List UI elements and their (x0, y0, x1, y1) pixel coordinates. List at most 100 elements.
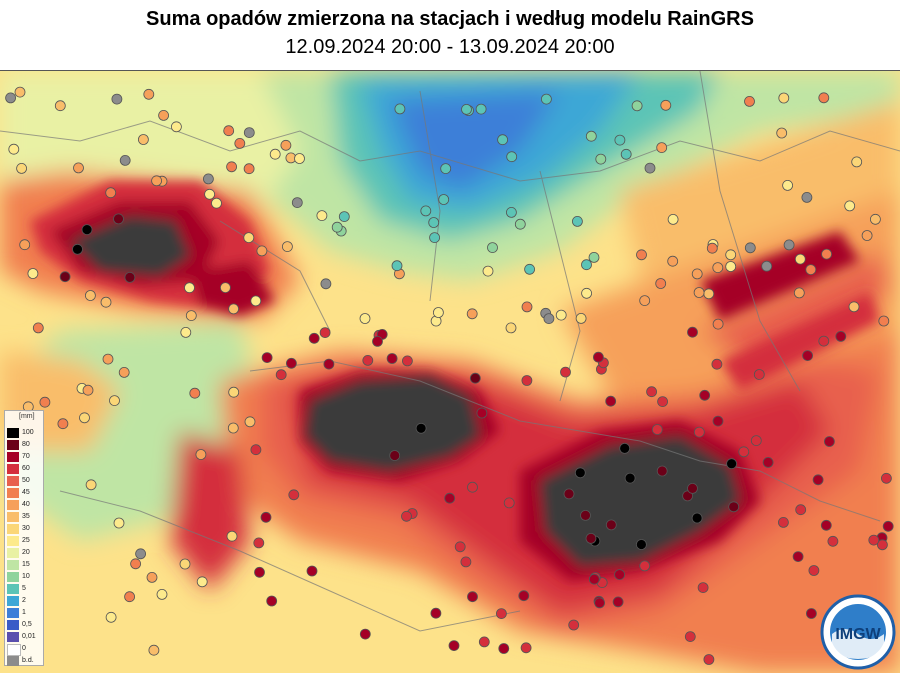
station-marker[interactable] (593, 351, 604, 363)
station-marker[interactable] (818, 335, 830, 347)
station-marker[interactable] (415, 422, 427, 434)
station-marker[interactable] (316, 210, 328, 222)
station-marker[interactable] (585, 130, 597, 142)
station-marker[interactable] (359, 313, 371, 324)
station-marker[interactable] (85, 290, 96, 301)
station-marker[interactable] (487, 242, 498, 254)
station-marker[interactable] (119, 155, 131, 166)
station-marker[interactable] (761, 260, 773, 272)
station-marker[interactable] (712, 318, 724, 330)
station-marker[interactable] (124, 271, 136, 283)
station-marker[interactable] (881, 472, 892, 484)
station-marker[interactable] (466, 308, 478, 320)
station-marker[interactable] (319, 327, 331, 339)
station-marker[interactable] (430, 607, 442, 619)
station-marker[interactable] (467, 591, 478, 603)
station-marker[interactable] (691, 268, 703, 280)
station-marker[interactable] (801, 192, 813, 203)
station-marker[interactable] (331, 221, 343, 233)
station-marker[interactable] (687, 482, 698, 494)
station-marker[interactable] (656, 142, 668, 153)
station-marker[interactable] (726, 458, 737, 470)
station-marker[interactable] (614, 569, 625, 581)
station-marker[interactable] (148, 644, 160, 656)
station-marker[interactable] (750, 435, 762, 447)
station-marker[interactable] (81, 224, 93, 236)
station-marker[interactable] (868, 534, 880, 546)
station-marker[interactable] (712, 262, 724, 274)
station-marker[interactable] (498, 643, 510, 654)
station-marker[interactable] (111, 93, 123, 105)
station-marker[interactable] (575, 312, 587, 324)
station-marker[interactable] (223, 125, 235, 137)
station-marker[interactable] (338, 211, 350, 223)
station-marker[interactable] (280, 139, 292, 151)
station-marker[interactable] (429, 232, 441, 244)
station-marker[interactable] (835, 330, 847, 342)
station-marker[interactable] (614, 134, 626, 146)
station-marker[interactable] (563, 488, 575, 500)
station-marker[interactable] (158, 110, 170, 121)
station-marker[interactable] (320, 278, 332, 290)
station-marker[interactable] (156, 589, 168, 600)
station-marker[interactable] (243, 163, 255, 175)
station-marker[interactable] (428, 217, 440, 228)
station-marker[interactable] (16, 163, 28, 174)
station-marker[interactable] (113, 517, 125, 529)
station-marker[interactable] (27, 268, 39, 279)
station-marker[interactable] (243, 232, 255, 244)
station-marker[interactable] (703, 288, 715, 300)
station-marker[interactable] (179, 558, 191, 570)
station-marker[interactable] (57, 418, 69, 430)
station-marker[interactable] (256, 245, 268, 257)
station-marker[interactable] (776, 127, 788, 139)
station-marker[interactable] (581, 259, 592, 271)
station-marker[interactable] (461, 104, 472, 115)
station-marker[interactable] (432, 307, 444, 318)
station-marker[interactable] (744, 95, 755, 107)
station-marker[interactable] (243, 127, 255, 138)
station-marker[interactable] (660, 99, 672, 111)
station-marker[interactable] (460, 556, 472, 568)
station-marker[interactable] (476, 407, 488, 419)
station-marker[interactable] (105, 611, 117, 623)
station-marker[interactable] (656, 465, 668, 477)
station-marker[interactable] (386, 353, 398, 364)
station-marker[interactable] (79, 412, 90, 424)
station-marker[interactable] (703, 654, 715, 665)
station-marker[interactable] (482, 265, 494, 277)
station-marker[interactable] (469, 372, 481, 384)
station-marker[interactable] (82, 384, 94, 396)
station-marker[interactable] (848, 301, 860, 313)
station-marker[interactable] (639, 560, 651, 572)
station-marker[interactable] (102, 353, 114, 365)
station-marker[interactable] (113, 213, 124, 225)
station-marker[interactable] (560, 366, 571, 378)
station-marker[interactable] (137, 134, 149, 145)
station-marker[interactable] (620, 148, 632, 160)
station-marker[interactable] (19, 239, 31, 251)
station-marker[interactable] (32, 322, 44, 334)
station-marker[interactable] (266, 595, 278, 607)
station-marker[interactable] (667, 255, 679, 267)
station-marker[interactable] (624, 472, 636, 484)
station-marker[interactable] (712, 415, 724, 427)
station-marker[interactable] (644, 162, 656, 174)
station-marker[interactable] (14, 86, 26, 98)
station-marker[interactable] (118, 366, 130, 378)
station-marker[interactable] (420, 205, 432, 217)
station-marker[interactable] (794, 253, 806, 265)
station-marker[interactable] (401, 510, 412, 522)
station-marker[interactable] (646, 386, 657, 398)
station-marker[interactable] (636, 249, 647, 261)
station-marker[interactable] (619, 442, 631, 454)
station-marker[interactable] (124, 591, 136, 603)
station-marker[interactable] (711, 358, 723, 370)
station-marker[interactable] (738, 446, 750, 458)
station-marker[interactable] (636, 539, 647, 550)
station-marker[interactable] (189, 387, 201, 399)
station-marker[interactable] (306, 565, 318, 577)
station-marker[interactable] (204, 188, 216, 200)
station-marker[interactable] (824, 436, 835, 447)
station-marker[interactable] (448, 640, 460, 651)
